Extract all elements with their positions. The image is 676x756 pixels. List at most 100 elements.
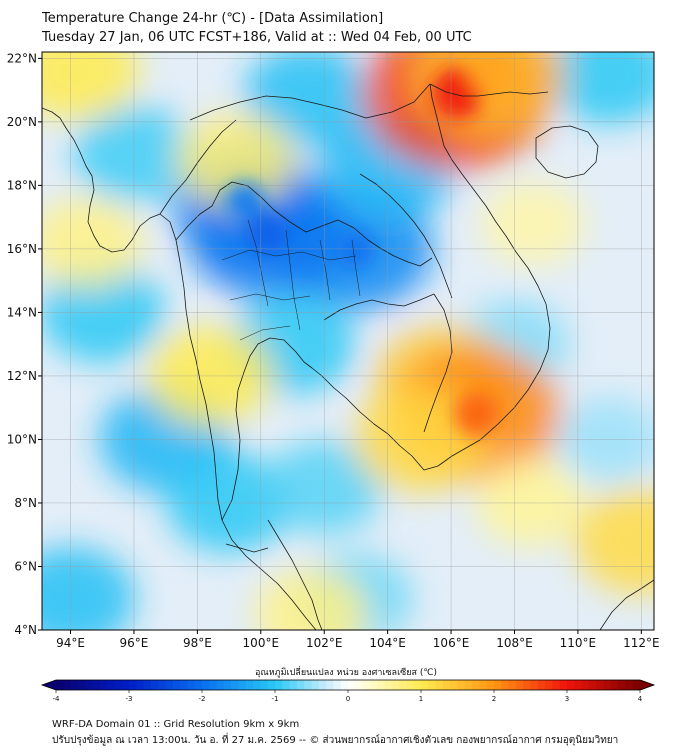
coastlines-and-borders [42,83,654,630]
plot-frame [41,51,655,631]
colorbar-tick-label: -3 [126,695,133,703]
colorbar-segment [260,680,269,690]
colorbar-extend-high [640,680,654,690]
colorbar-segment [180,680,188,690]
lat-tick-label: 22°N [7,51,37,65]
colorbar-segment [238,680,247,690]
colorbar-segment [523,680,531,690]
colorbar-segment [121,680,130,690]
colorbar-segment [92,680,101,690]
colorbar-segment [384,680,393,690]
field-blob-11 [42,546,136,630]
colorbar-segment [202,680,210,690]
colorbar-segment [245,680,254,690]
colorbar-segment [457,680,466,690]
field-core-19 [431,67,483,119]
lat-tick-label: 12°N [7,369,37,383]
colorbar-tick-label: 3 [565,695,569,703]
lat-tick-label: 20°N [7,115,37,129]
colorbar [40,679,656,691]
colorbar-segment [559,680,568,690]
lat-tick-label: 16°N [7,242,37,256]
colorbar-title: อุณหภูมิเปลี่ยนแปลง หน่วย องศาเซลเซียส (… [255,665,437,678]
colorbar-segment [479,680,488,690]
colorbar-tick-label: 1 [419,695,423,703]
colorbar-segment [296,680,305,690]
colorbar-segment [209,680,217,690]
axis-ticks: 94°E 96°E 98°E 100°E 102°E 104°E 106°E 108°E 110… [7,51,660,650]
colorbar-segment [421,680,429,690]
colorbar-segment [253,680,261,690]
footer-model-info: WRF-DA Domain 01 :: Grid Resolution 9km … [52,719,300,730]
colorbar-segment [464,680,473,690]
colorbar-segment [194,680,203,690]
colorbar-segment [362,680,371,690]
colorbar-segment [99,680,108,690]
colorbar-segment [107,680,115,690]
colorbar-ticks: -4 -3 -2 -1 0 1 2 3 4 [53,690,643,703]
colorbar-segment [304,680,312,690]
colorbar-segment [552,680,561,690]
colorbar-segment [282,680,290,690]
colorbar-segment [289,680,298,690]
colorbar-segment [618,680,626,690]
lat-tick-label: 8°N [14,496,37,510]
border-cambodia-vietnam [423,293,453,433]
coastline-borneo [599,579,654,630]
field-blob-21 [42,52,140,122]
colorbar-segment [355,680,363,690]
field-blob-25 [42,197,143,288]
colorbar-tick-label: 0 [346,695,350,703]
colorbar-segment [275,680,283,690]
lat-tick-label: 18°N [7,178,37,192]
lon-tick-label: 94°E [56,636,85,650]
coastline-myanmar [42,107,223,521]
colorbar-segment [428,680,436,690]
colorbar-segment [588,680,597,690]
colorbar-segment [508,680,517,690]
colorbar-segment [391,680,400,690]
colorbar-segment [231,680,239,690]
border-thailand-myanmar [175,181,275,241]
colorbar-segment [318,680,327,690]
field-core-20 [469,54,509,94]
colorbar-segment [530,680,539,690]
field-blob-23 [574,487,654,595]
colorbar-tick-label: -4 [53,695,61,703]
colorbar-tick-label: 4 [638,695,643,703]
colorbar-segment [450,680,458,690]
border-myanmar-internal [159,119,237,215]
coastline-gulf-tonkin [429,83,549,97]
colorbar-segment [136,680,144,690]
colorbar-segment [369,680,378,690]
colorbar-segment [267,680,276,690]
colorbar-segment [406,680,415,690]
colorbar-extend-low [42,680,56,690]
border-laos-vietnam [359,173,453,299]
lat-tick-label: 4°N [14,623,37,637]
colorbar-segment [143,680,152,690]
colorbar-segment [223,680,232,690]
colorbar-segment [150,680,159,690]
temperature-field [42,52,654,630]
colorbar-segment [165,680,174,690]
colorbar-segment [399,680,407,690]
colorbar-segment [472,680,480,690]
colorbar-segment [596,680,604,690]
lon-tick-label: 110°E [560,636,597,650]
colorbar-segment [494,680,502,690]
colorbar-segment [545,680,553,690]
colorbar-segment [333,680,342,690]
colorbar-segment [311,680,320,690]
colorbar-tick-label: -2 [199,695,206,703]
colorbar-segment [348,680,356,690]
field-blob-28 [481,181,587,266]
colorbar-segment [515,680,524,690]
colorbar-segment [56,680,64,690]
map-title: Temperature Change 24-hr (℃) - [Data Ass… [42,11,384,26]
colorbar-segment [158,680,166,690]
field-core-2 [245,211,289,255]
footer-credit: ปรับปรุงข้อมูล ณ เวลา 13:00น. วัน อ. ที่… [52,735,619,746]
colorbar-segment [537,680,546,690]
